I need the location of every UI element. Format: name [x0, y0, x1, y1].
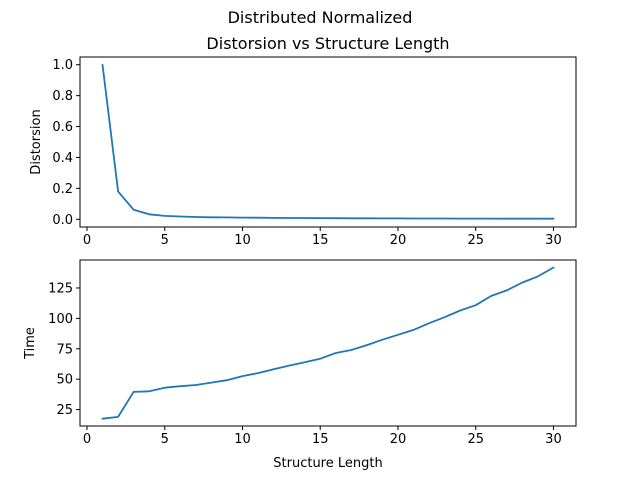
distorsion-ytick-label: 0.4 — [52, 151, 73, 166]
time-ytick-label: 100 — [48, 312, 73, 327]
distorsion-ytick-label: 0.6 — [52, 120, 73, 135]
distorsion-plot-frame — [79, 56, 577, 228]
time-plot-ticks: 0 5 10 15 20 25 30 25 50 75 100 125 — [48, 281, 562, 447]
time-xtick-label: 0 — [83, 432, 91, 447]
time-ytick-label: 50 — [56, 373, 73, 388]
distorsion-ytick-label: 0.8 — [52, 89, 73, 104]
time-ytick-label: 125 — [48, 281, 73, 296]
time-xtick-label: 25 — [467, 432, 484, 447]
distorsion-xtick-label: 25 — [467, 233, 484, 248]
time-plot-xlabel: Structure Length — [273, 456, 382, 471]
distorsion-series-line — [101, 63, 555, 220]
time-plot: Structure Length Time 0 5 10 15 20 25 30 25 50 75… — [23, 259, 577, 471]
distorsion-xtick-label: 5 — [161, 233, 169, 248]
time-xtick-label: 30 — [545, 432, 562, 447]
distorsion-plot-ticks: 0 5 10 15 20 25 30 0.0 0.2 0.4 0.6 0.8 1.0 — [52, 58, 561, 248]
distorsion-xtick-label: 15 — [312, 233, 329, 248]
time-ytick-label: 25 — [56, 403, 73, 418]
time-ytick-label: 75 — [56, 342, 73, 357]
time-xtick-label: 15 — [312, 432, 329, 447]
time-xtick-label: 10 — [234, 432, 251, 447]
distorsion-plot-title: Distorsion vs Structure Length — [206, 34, 449, 53]
distorsion-xtick-label: 20 — [390, 233, 407, 248]
time-xtick-label: 5 — [161, 432, 169, 447]
distorsion-plot-ylabel: Distorsion — [29, 109, 44, 174]
distorsion-xtick-label: 10 — [234, 233, 251, 248]
time-series-line — [101, 266, 555, 420]
distorsion-xtick-label: 0 — [83, 233, 91, 248]
time-plot-frame — [79, 259, 577, 427]
distorsion-xtick-label: 30 — [545, 233, 562, 248]
time-xtick-label: 20 — [390, 432, 407, 447]
distorsion-ytick-label: 1.0 — [52, 58, 73, 73]
distorsion-plot: Distorsion vs Structure Length Distorsio… — [29, 34, 577, 248]
figure-suptitle: Distributed Normalized — [228, 8, 413, 27]
time-plot-ylabel: Time — [23, 327, 38, 360]
distorsion-ytick-label: 0.2 — [52, 182, 73, 197]
distorsion-ytick-label: 0.0 — [52, 213, 73, 228]
